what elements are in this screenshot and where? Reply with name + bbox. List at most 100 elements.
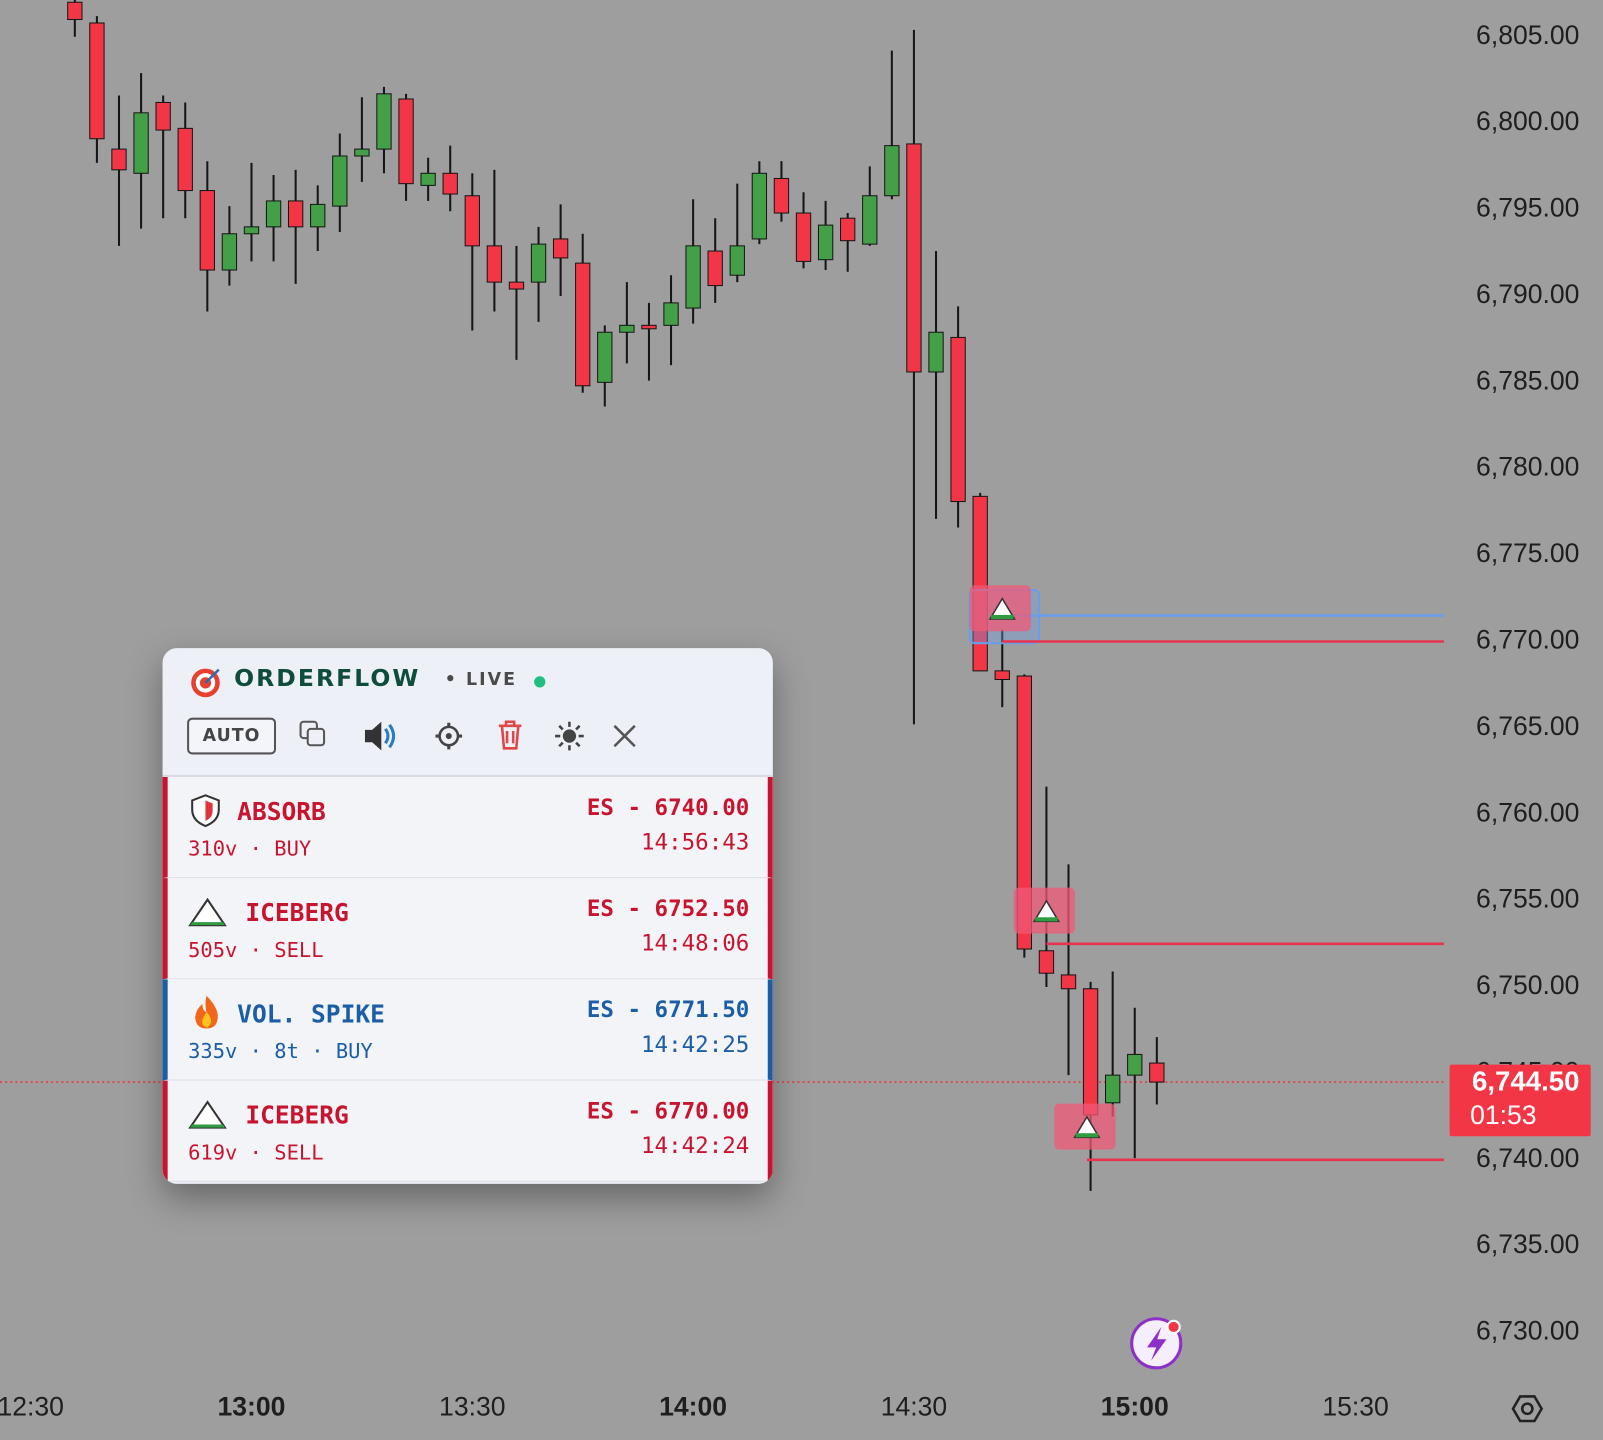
trash-icon [498, 720, 522, 750]
candle-body [111, 148, 127, 171]
settings-center [1520, 1402, 1534, 1416]
y-tick-label: 6,760.00 [1476, 797, 1579, 827]
alert-price: ES - 6752.50 [586, 896, 750, 923]
candle-body [199, 190, 215, 271]
candle-body [597, 331, 613, 383]
candle-body [1060, 974, 1077, 990]
copy-button[interactable] [295, 718, 330, 753]
copy-front [306, 727, 326, 747]
iceberg-peak [188, 897, 227, 927]
candle-body [950, 336, 966, 503]
alert-row[interactable]: ICEBERG 619v · SELL ES - 6770.00 14:42:2… [162, 1080, 773, 1182]
candle-body [552, 238, 569, 259]
candle-body [332, 155, 348, 207]
candle-body [729, 245, 745, 276]
candle-body [442, 172, 458, 195]
alert-time: 14:42:24 [641, 1133, 750, 1160]
flame-inner [202, 1012, 212, 1028]
alert-time: 14:56:43 [641, 830, 750, 856]
candle-body [641, 324, 657, 330]
settings-button[interactable] [1511, 1395, 1544, 1423]
speaker-waves [384, 723, 396, 749]
x-tick-label: 13:30 [439, 1392, 505, 1422]
alert-row[interactable]: ABSORB 310v · BUY ES - 6740.00 14:56:43 [162, 776, 773, 879]
marker-icon-base [991, 614, 1014, 620]
alert-detail: 310v · BUY [188, 836, 312, 861]
alert-detail: 505v · SELL [188, 937, 324, 962]
candle-body [486, 245, 503, 283]
x-tick-label: 14:00 [659, 1392, 727, 1422]
y-tick-label: 6,770.00 [1476, 625, 1579, 655]
iceberg-peak [188, 1100, 227, 1129]
candle-body [928, 331, 944, 373]
candle-body [795, 212, 812, 262]
alert-time: 14:42:25 [641, 1032, 750, 1059]
sun-core [562, 729, 577, 743]
y-tick-label: 6,785.00 [1476, 365, 1579, 395]
candle-body [376, 93, 392, 150]
x-tick-label: 14:30 [881, 1392, 947, 1422]
candle-body [89, 22, 105, 140]
alert-type: ICEBERG [245, 1101, 349, 1130]
candle-body [1038, 950, 1055, 974]
settings-hexagon [1511, 1395, 1544, 1423]
shield-fill [205, 800, 213, 821]
candle-body [707, 250, 723, 287]
alert-row[interactable]: ICEBERG 505v · SELL ES - 6752.50 14:48:0… [162, 878, 773, 980]
candle-body [1016, 675, 1033, 950]
candle-body [464, 195, 480, 247]
auto-button[interactable]: AUTO [187, 717, 277, 755]
lightning-bolt [1147, 1326, 1167, 1361]
candle-body [398, 98, 414, 185]
alert-price: ES - 6771.50 [586, 997, 750, 1024]
x-tick-label: 15:00 [1101, 1392, 1169, 1422]
settings-gear[interactable] [432, 720, 465, 753]
candle-body [177, 127, 193, 192]
x-tick-label: 12:30 [0, 1392, 64, 1422]
candle-body [884, 145, 900, 197]
candle-body [1082, 988, 1099, 1116]
flame-icon [195, 995, 218, 1029]
candle-body [287, 200, 304, 228]
last-price-box [1449, 1064, 1591, 1137]
candle-body [310, 203, 326, 228]
candle-body [994, 670, 1010, 681]
candle-body [133, 112, 149, 174]
live-status: • LIVE [444, 669, 517, 691]
shield-icon [191, 794, 220, 828]
candle-body [265, 200, 282, 228]
iceberg-icon [188, 1100, 227, 1129]
alert-price: ES - 6770.00 [586, 1098, 750, 1125]
y-tick-label: 6,740.00 [1476, 1143, 1579, 1173]
orderflow-panel: ORDERFLOW • LIVE AUTO [162, 648, 773, 1184]
y-tick-label: 6,755.00 [1476, 884, 1579, 914]
x-tick-label: 13:00 [218, 1392, 286, 1422]
y-tick-label: 6,800.00 [1476, 106, 1579, 136]
alert-type: ABSORB [237, 797, 326, 827]
delete-button[interactable] [495, 718, 526, 753]
target-arrow [204, 668, 220, 684]
candle-body [67, 1, 83, 21]
y-tick-label: 6,795.00 [1476, 193, 1579, 223]
candle-body [1127, 1053, 1143, 1076]
y-tick-label: 6,750.00 [1476, 970, 1579, 1000]
lightning-button[interactable] [1130, 1317, 1183, 1370]
candle-body [1105, 1074, 1121, 1104]
candle-body [420, 172, 436, 186]
candle-body [751, 172, 768, 240]
theme-button[interactable] [553, 720, 586, 753]
sound-button[interactable] [361, 718, 402, 755]
alert-row[interactable]: VOL. SPIKE 335v · 8t · BUY ES - 6771.50 … [162, 979, 773, 1081]
x-tick-label: 15:30 [1322, 1392, 1388, 1422]
alert-detail: 619v · SELL [188, 1139, 324, 1165]
alert-time: 14:48:06 [641, 931, 750, 957]
candle-body [773, 177, 790, 214]
candle-body [243, 226, 260, 235]
close-button[interactable] [610, 722, 639, 751]
candle-body [840, 217, 856, 242]
candle-body [972, 495, 988, 672]
iceberg-icon [188, 897, 227, 927]
alert-detail: 335v · 8t · BUY [188, 1038, 373, 1064]
